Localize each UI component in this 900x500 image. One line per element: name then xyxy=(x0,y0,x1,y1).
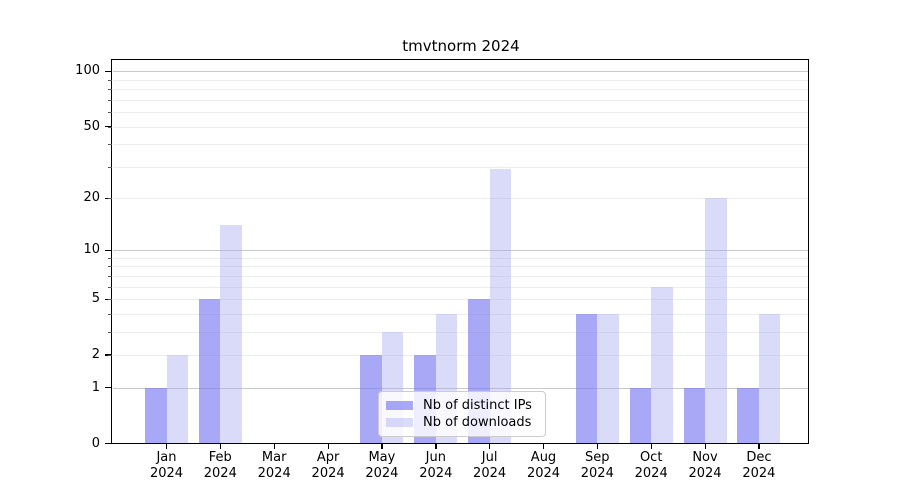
y-tick-label: 20 xyxy=(83,190,100,205)
x-tick-label: May 2024 xyxy=(365,449,399,481)
y-tick-label: 10 xyxy=(83,242,100,258)
legend: Nb of distinct IPs Nb of downloads xyxy=(378,391,546,437)
plot-area-border xyxy=(111,59,809,444)
x-tick-label: Sep 2024 xyxy=(580,449,614,481)
legend-swatch-downloads-icon xyxy=(386,418,413,427)
legend-item-downloads: Nb of downloads xyxy=(386,414,537,431)
x-tick xyxy=(489,443,491,449)
x-tick-label: Jul 2024 xyxy=(473,449,507,481)
x-tick-label: Apr 2024 xyxy=(311,449,345,481)
x-tick xyxy=(435,443,437,449)
x-tick xyxy=(758,443,760,449)
y-tick-label: 5 xyxy=(91,291,100,306)
legend-label-downloads: Nb of downloads xyxy=(423,415,532,430)
legend-label-distinct-ips: Nb of distinct IPs xyxy=(423,398,532,413)
x-tick xyxy=(219,443,222,449)
chart-title: tmvtnorm 2024 xyxy=(402,37,520,55)
y-tick-label: 0 xyxy=(91,435,100,451)
x-tick xyxy=(704,443,706,449)
y-tick-label: 2 xyxy=(91,346,100,362)
legend-swatch-distinct-ips-icon xyxy=(386,401,413,410)
y-tick-label: 100 xyxy=(75,63,100,79)
y-tick-label: 1 xyxy=(91,379,100,395)
x-tick-label: Jan 2024 xyxy=(149,449,184,481)
x-tick-label: Feb 2024 xyxy=(203,449,237,481)
x-tick xyxy=(273,443,275,449)
x-tick xyxy=(650,443,652,449)
x-tick xyxy=(596,443,599,449)
x-tick-label: Oct 2024 xyxy=(634,449,668,481)
x-tick xyxy=(327,443,329,449)
x-tick-label: Jun 2024 xyxy=(419,449,453,481)
legend-item-distinct-ips: Nb of distinct IPs xyxy=(386,397,537,414)
x-tick-label: Dec 2024 xyxy=(742,449,776,481)
x-tick xyxy=(381,443,383,449)
x-tick-label: Nov 2024 xyxy=(688,449,722,481)
x-tick xyxy=(166,443,168,449)
y-tick-label: 50 xyxy=(83,118,100,134)
x-tick-label: Mar 2024 xyxy=(257,449,291,481)
x-tick xyxy=(543,443,545,449)
x-tick-label: Aug 2024 xyxy=(526,449,561,481)
